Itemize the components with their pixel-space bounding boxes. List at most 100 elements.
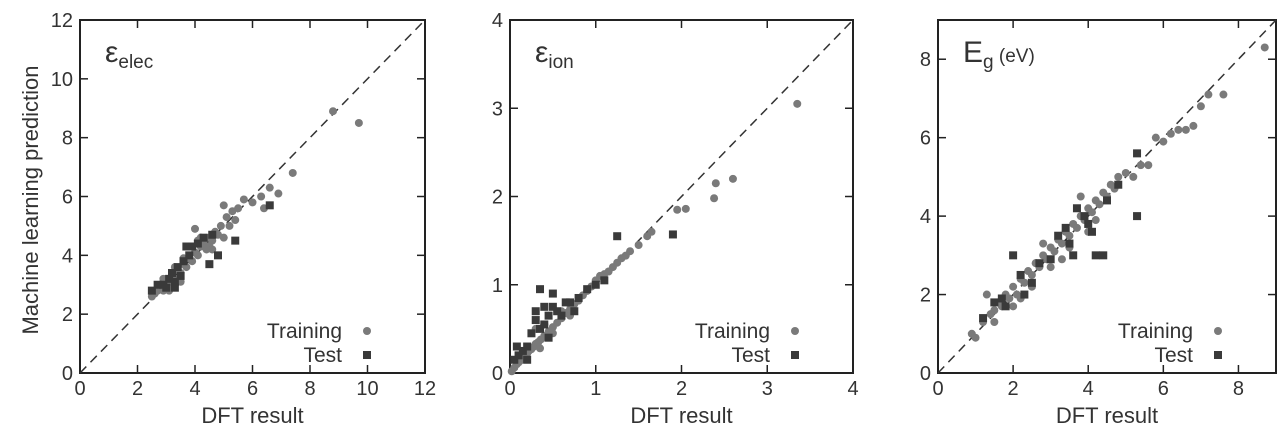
y-tick-label: 12 (51, 10, 73, 32)
x-tick-label: 0 (74, 378, 85, 400)
title-unit: (eV) (994, 46, 1035, 67)
training-point (1050, 247, 1059, 256)
diagonal-reference-line (79, 19, 426, 374)
legend-test-label: Test (303, 344, 342, 367)
training-point (288, 168, 297, 177)
legend-training-marker (1214, 327, 1222, 335)
training-point (647, 227, 656, 236)
training-point (1027, 270, 1036, 279)
x-tick-label: 6 (1158, 378, 1169, 400)
training-point (1136, 161, 1145, 170)
training-point (793, 99, 802, 108)
test-point (1065, 239, 1074, 248)
training-point (239, 195, 248, 204)
x-tick-label: 8 (1233, 378, 1244, 400)
x-axis-label: DFT result (201, 403, 303, 428)
training-point (216, 221, 225, 230)
training-point (1091, 216, 1100, 225)
training-point (728, 174, 737, 183)
training-point (1114, 172, 1123, 181)
legend-test-marker (791, 351, 799, 359)
training-point (265, 183, 274, 192)
y-tick-label: 3 (492, 98, 503, 120)
test-point (193, 239, 202, 248)
test-point (548, 289, 557, 298)
training-point (1020, 278, 1029, 287)
test-point (1133, 149, 1142, 158)
training-point (1095, 200, 1104, 209)
training-point (626, 247, 635, 256)
y-tick-label: 6 (920, 128, 931, 150)
x-tick-label: 4 (1083, 378, 1094, 400)
training-point (1039, 239, 1048, 248)
test-point (1133, 212, 1142, 221)
training-point (1174, 125, 1183, 134)
training-point (1005, 294, 1014, 303)
test-point (512, 342, 521, 351)
training-point (1151, 133, 1160, 142)
x-tick-label: 3 (762, 378, 773, 400)
training-point (191, 224, 199, 233)
x-tick-label: 2 (1008, 378, 1019, 400)
test-point (531, 307, 540, 316)
test-point (147, 286, 156, 295)
test-point (188, 242, 197, 251)
legend-test-marker (363, 351, 371, 359)
training-point (234, 204, 243, 213)
training-point (257, 192, 266, 201)
x-tick-label: 0 (504, 378, 515, 400)
plot-frame (937, 19, 1277, 374)
test-point (591, 280, 600, 289)
test-point (1091, 251, 1100, 260)
test-point (265, 201, 274, 210)
test-point (165, 274, 174, 283)
test-point (514, 351, 523, 360)
training-point (1196, 102, 1205, 111)
legend-training-marker (791, 327, 799, 335)
x-axis-label: DFT result (630, 403, 732, 428)
title-subscript: g (983, 52, 994, 73)
legend-test-label: Test (731, 344, 770, 367)
test-point (182, 242, 191, 251)
test-point (510, 355, 519, 364)
test-point (205, 260, 214, 269)
panel-title: εion (535, 36, 574, 73)
x-tick-label: 10 (356, 378, 378, 400)
training-point (1087, 208, 1096, 217)
training-point (982, 290, 991, 299)
test-point (990, 298, 999, 307)
training-point (634, 241, 643, 250)
test-point (566, 298, 575, 307)
test-point (570, 307, 579, 316)
training-point (1009, 302, 1018, 311)
test-point (531, 316, 540, 325)
training-point (354, 118, 363, 127)
test-point (574, 293, 583, 302)
training-point (1181, 125, 1190, 134)
test-point (1001, 302, 1010, 311)
y-tick-label: 0 (492, 363, 503, 385)
y-tick-label: 0 (62, 363, 73, 385)
training-point (219, 201, 228, 210)
test-point (153, 280, 162, 289)
y-tick-label: 10 (51, 69, 73, 91)
test-point (179, 257, 188, 266)
test-point (199, 233, 208, 242)
training-point (990, 306, 999, 315)
test-point (208, 230, 217, 239)
test-point (1035, 259, 1044, 268)
training-point (990, 318, 999, 327)
test-point (536, 324, 545, 333)
test-point (1099, 251, 1108, 260)
title-subscript: ion (548, 52, 573, 73)
test-point (168, 268, 176, 277)
training-point (1204, 90, 1213, 99)
test-point (544, 311, 553, 320)
legend-training-label: Training (695, 320, 770, 343)
y-tick-label: 2 (920, 285, 931, 307)
test-point (1084, 219, 1093, 228)
test-point (1080, 212, 1089, 221)
y-tick-label: 1 (492, 275, 503, 297)
legend-training-label: Training (267, 320, 342, 343)
test-point (170, 283, 179, 292)
